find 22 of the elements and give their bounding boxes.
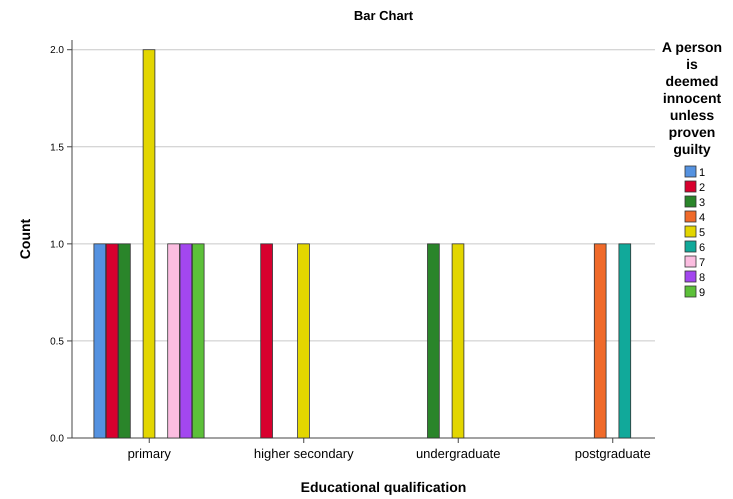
legend-label: 1	[699, 166, 706, 179]
chart-title: Bar Chart	[354, 8, 414, 23]
y-axis-title: Count	[17, 218, 33, 260]
y-tick-label: 0.0	[50, 434, 64, 444]
legend-label: 7	[699, 256, 706, 269]
legend-label: 9	[699, 286, 706, 299]
y-tick-label: 1.0	[50, 239, 64, 250]
x-tick-label: primary	[128, 446, 172, 461]
legend-title: A person is deemed innocent unless proven guilty	[662, 39, 722, 157]
x-tick-label: higher secondary	[254, 446, 354, 461]
legend-label: 8	[699, 272, 706, 284]
y-tick-label: 0.5	[50, 336, 64, 348]
x-axis-title: Educational qualification	[300, 479, 466, 495]
legend-label: 4	[699, 212, 706, 224]
y-tick-label: 2.0	[50, 45, 64, 56]
x-tick-label: undergraduate	[416, 446, 501, 461]
x-tick-label: postgraduate	[574, 446, 651, 461]
legend-label: 5	[699, 226, 706, 239]
legend-label: 6	[699, 242, 706, 254]
y-tick-label: 1.5	[50, 142, 64, 154]
legend-label: 3	[699, 196, 706, 209]
legend-label: 2	[699, 182, 706, 194]
